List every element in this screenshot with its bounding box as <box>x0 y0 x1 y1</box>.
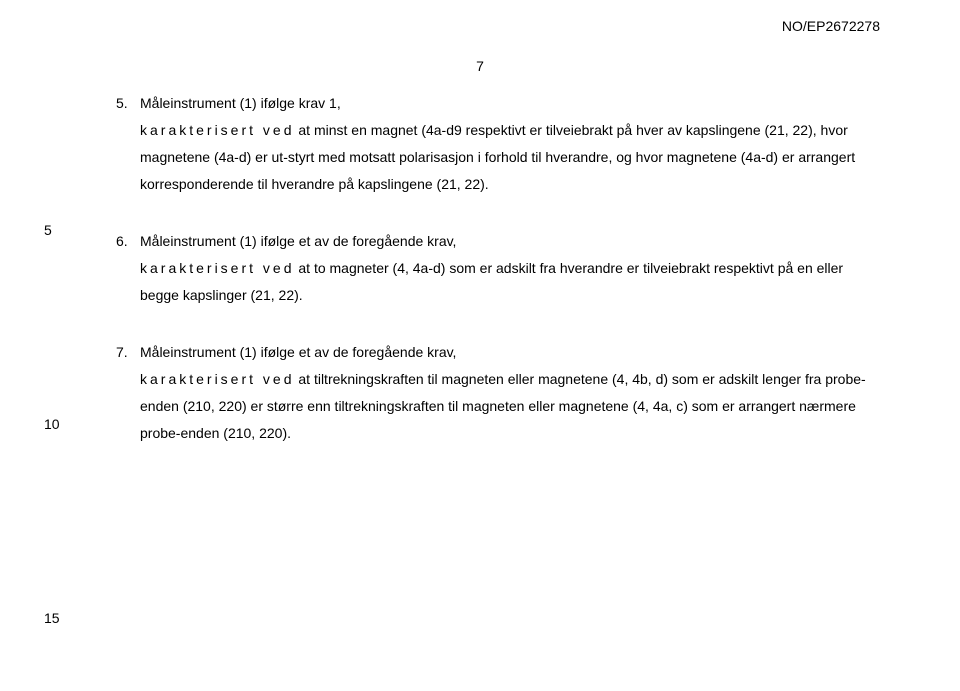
claim-first-line: Måleinstrument (1) ifølge et av de foreg… <box>140 233 456 249</box>
claim-body: karakterisert ved at tiltrekningskraften… <box>116 366 876 447</box>
claim-first-line: Måleinstrument (1) ifølge et av de foreg… <box>140 344 456 360</box>
doc-reference: NO/EP2672278 <box>782 18 880 34</box>
claim-number: 7. <box>116 339 140 366</box>
claim-first-line: Måleinstrument (1) ifølge krav 1, <box>140 95 341 111</box>
claim-6: 6.Måleinstrument (1) ifølge et av de for… <box>116 228 876 309</box>
claim-after-keyword: at minst en magnet (4a-d9 respektivt er <box>294 122 541 138</box>
claim-number: 5. <box>116 90 140 117</box>
claim-body: karakterisert ved at to magneter (4, 4a-… <box>116 255 876 309</box>
claim-keyword: karakterisert ved <box>140 371 294 387</box>
line-number-15: 15 <box>44 610 60 626</box>
content-area: 5.Måleinstrument (1) ifølge krav 1, kara… <box>116 90 876 477</box>
claim-after-keyword: at tiltrekningskraften til magneten elle… <box>294 371 534 387</box>
claim-after-keyword: at to magneter (4, 4a-d) som er adskilt <box>294 260 535 276</box>
claim-keyword: karakterisert ved <box>140 260 294 276</box>
line-number-5: 5 <box>44 222 52 238</box>
claim-5: 5.Måleinstrument (1) ifølge krav 1, kara… <box>116 90 876 198</box>
claim-7: 7.Måleinstrument (1) ifølge et av de for… <box>116 339 876 447</box>
claim-number: 6. <box>116 228 140 255</box>
line-number-10: 10 <box>44 416 60 432</box>
claim-body: karakterisert ved at minst en magnet (4a… <box>116 117 876 198</box>
claim-keyword: karakterisert ved <box>140 122 294 138</box>
page-number: 7 <box>476 58 484 74</box>
